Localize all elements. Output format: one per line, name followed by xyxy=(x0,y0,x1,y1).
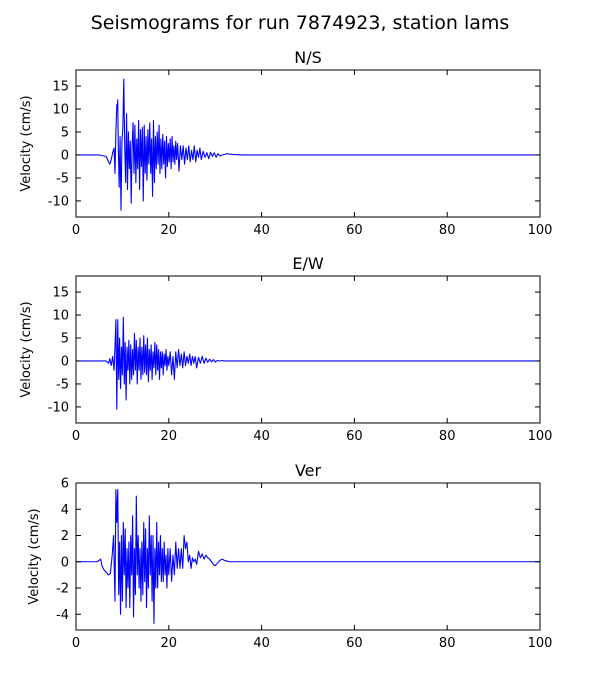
x-tick-label: 20 xyxy=(161,223,178,238)
panel-title: N/S xyxy=(294,48,322,67)
panel-ew: E/W 0 20 40 60 80 100 -10 -5 0 5 10 15 Velocity (cm/s… xyxy=(19,254,552,444)
x-tick-label: 0 xyxy=(72,223,80,238)
y-tick-label: 15 xyxy=(52,80,69,95)
x-tick-label: 40 xyxy=(253,429,270,444)
y-tick-label: 15 xyxy=(52,286,69,301)
y-tick-label: 10 xyxy=(52,309,69,324)
x-tick-label: 80 xyxy=(439,636,456,651)
x-tick-label: 80 xyxy=(439,429,456,444)
y-tick-label: 4 xyxy=(61,503,69,518)
y-axis-label: Velocity (cm/s) xyxy=(19,95,34,191)
y-tick-label: -10 xyxy=(48,400,69,415)
y-tick-label: 0 xyxy=(61,555,69,570)
axes-frame xyxy=(75,482,541,631)
x-tick-label: 100 xyxy=(528,429,553,444)
panel-ver: Ver 0 20 40 60 80 100 -4 -2 0 2 4 6 Velocity (cm/s) xyxy=(27,461,552,651)
y-tick-label: -10 xyxy=(48,194,69,209)
x-tick-label: 100 xyxy=(528,636,553,651)
axes-frame xyxy=(75,69,541,218)
y-axis-label: Velocity (cm/s) xyxy=(27,508,42,604)
x-tick-label: 100 xyxy=(528,223,553,238)
y-tick-label: 5 xyxy=(61,126,69,141)
y-axis-label: Velocity (cm/s) xyxy=(19,301,34,397)
x-tick-label: 20 xyxy=(161,429,178,444)
y-tick-label: 10 xyxy=(52,103,69,118)
y-tick-label: -5 xyxy=(56,377,69,392)
x-tick-label: 60 xyxy=(346,429,363,444)
velocity-trace xyxy=(76,316,540,410)
y-tick-label: -2 xyxy=(56,582,69,597)
axes-frame xyxy=(75,275,541,424)
x-tick-label: 60 xyxy=(346,636,363,651)
panel-title: E/W xyxy=(292,254,324,273)
y-tick-label: 2 xyxy=(61,529,69,544)
y-tick-label: 0 xyxy=(61,354,69,369)
x-tick-label: 0 xyxy=(72,429,80,444)
y-tick-label: 5 xyxy=(61,332,69,347)
x-tick-label: 0 xyxy=(72,636,80,651)
x-tick-label: 60 xyxy=(346,223,363,238)
figure-title: Seismograms for run 7874923, station lam… xyxy=(91,12,510,34)
y-tick-label: 0 xyxy=(61,148,69,163)
panel-ns: N/S 0 20 40 60 80 100 -10 -5 0 5 10 15 Velocity (cm/s… xyxy=(19,48,552,238)
y-tick-label: 6 xyxy=(61,477,69,492)
x-tick-label: 20 xyxy=(161,636,178,651)
panel-title: Ver xyxy=(295,461,322,480)
velocity-trace xyxy=(76,489,540,624)
y-tick-label: -4 xyxy=(56,608,69,623)
x-tick-label: 80 xyxy=(439,223,456,238)
x-tick-label: 40 xyxy=(253,223,270,238)
x-tick-label: 40 xyxy=(253,636,270,651)
y-tick-label: -5 xyxy=(56,171,69,186)
velocity-trace xyxy=(76,78,540,211)
